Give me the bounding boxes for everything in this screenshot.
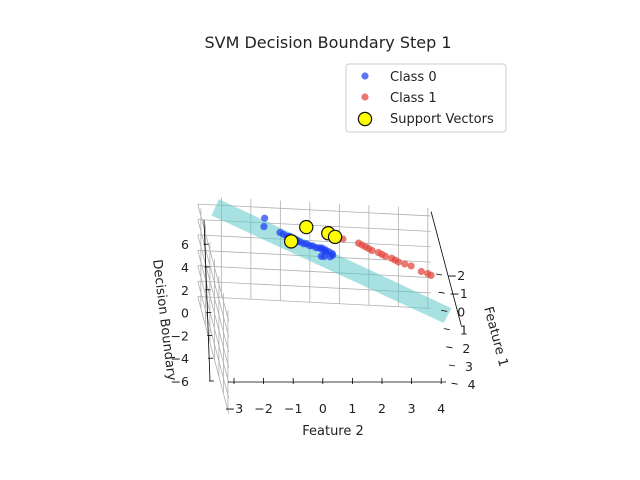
x-tick xyxy=(448,364,456,367)
y-tick-label: −1 xyxy=(284,401,302,416)
legend-label: Class 1 xyxy=(390,91,437,106)
y-tick-label: 2 xyxy=(378,401,386,416)
legend-label: Support Vectors xyxy=(390,112,494,127)
class-1-point xyxy=(368,246,376,255)
grid-line xyxy=(197,219,230,337)
z-tick-label: −4 xyxy=(171,351,189,366)
class-1-point xyxy=(427,271,435,279)
grid-line xyxy=(197,265,230,384)
data-points xyxy=(260,214,435,279)
z-tick-label: 6 xyxy=(181,237,189,252)
class-0-point xyxy=(260,223,268,231)
class-1-point xyxy=(381,252,389,260)
grid-line xyxy=(197,203,230,322)
z-axis-line xyxy=(203,219,211,382)
class-0-point xyxy=(318,244,326,252)
class-1-point xyxy=(407,262,415,270)
y-tick-label: 3 xyxy=(408,401,416,416)
y-tick-label: 0 xyxy=(319,401,327,416)
axis-grid xyxy=(197,197,431,414)
class-0-point xyxy=(261,214,269,222)
grid-line xyxy=(197,203,431,217)
z-tick-label: −2 xyxy=(171,328,189,343)
x-tick-label: 4 xyxy=(468,377,476,392)
class-1-point xyxy=(401,260,409,268)
class-1-point xyxy=(417,267,425,276)
z-tick-label: 0 xyxy=(181,306,189,321)
grid-line xyxy=(197,234,431,248)
chart-title: SVM Decision Boundary Step 1 xyxy=(204,33,451,52)
x-tick-label: 2 xyxy=(462,341,470,356)
grid-line xyxy=(197,296,230,414)
grid-line xyxy=(197,265,431,278)
y-axis-label: Feature 2 xyxy=(302,424,364,439)
x-tick xyxy=(451,382,458,385)
z-tick-label: 4 xyxy=(181,260,189,275)
legend-marker xyxy=(361,72,369,80)
legend: Class 0 Class 1 Support Vectors xyxy=(345,63,507,133)
x-tick xyxy=(443,328,450,330)
y-tick-label: 4 xyxy=(437,401,445,416)
y-tick-label: −2 xyxy=(254,401,272,416)
class-0-point xyxy=(320,252,328,261)
x-tick-label: 3 xyxy=(465,359,473,374)
x-axis-line xyxy=(430,211,462,326)
x-tick-label: −1 xyxy=(449,286,467,301)
axis-ticks: −2 −1 0 1 2 3 4 −3 −2 −1 0 1 2 3 4 −6 −4 −2 0 2 4 6 xyxy=(171,211,476,416)
y-tick-label: −3 xyxy=(225,401,243,416)
x-tick xyxy=(435,273,443,276)
class-1-point xyxy=(394,258,403,266)
grid-line xyxy=(197,250,230,368)
legend-label: Class 0 xyxy=(390,70,437,85)
x-tick xyxy=(441,310,448,312)
x-tick xyxy=(438,291,445,294)
y-tick-label: 1 xyxy=(348,401,356,416)
z-tick-label: 2 xyxy=(181,283,189,298)
x-axis-label: Feature 1 xyxy=(480,305,510,368)
grid-line xyxy=(197,234,230,353)
decision-plane xyxy=(211,199,452,323)
class-0-point xyxy=(326,253,334,261)
support-vector-point xyxy=(299,219,314,235)
x-tick-label: 0 xyxy=(457,304,465,319)
x-tick-label: 1 xyxy=(460,323,468,338)
grid-line xyxy=(197,296,431,309)
support-vector-point xyxy=(327,229,343,245)
z-axis-label: Decision Boundary xyxy=(149,259,179,382)
legend-frame xyxy=(345,63,507,133)
z-tick-label: −6 xyxy=(171,374,189,389)
support-vector-point xyxy=(283,234,299,249)
legend-marker xyxy=(357,111,373,127)
legend-marker xyxy=(361,93,369,101)
x-tick-label: −2 xyxy=(447,268,465,283)
x-tick xyxy=(446,346,453,349)
